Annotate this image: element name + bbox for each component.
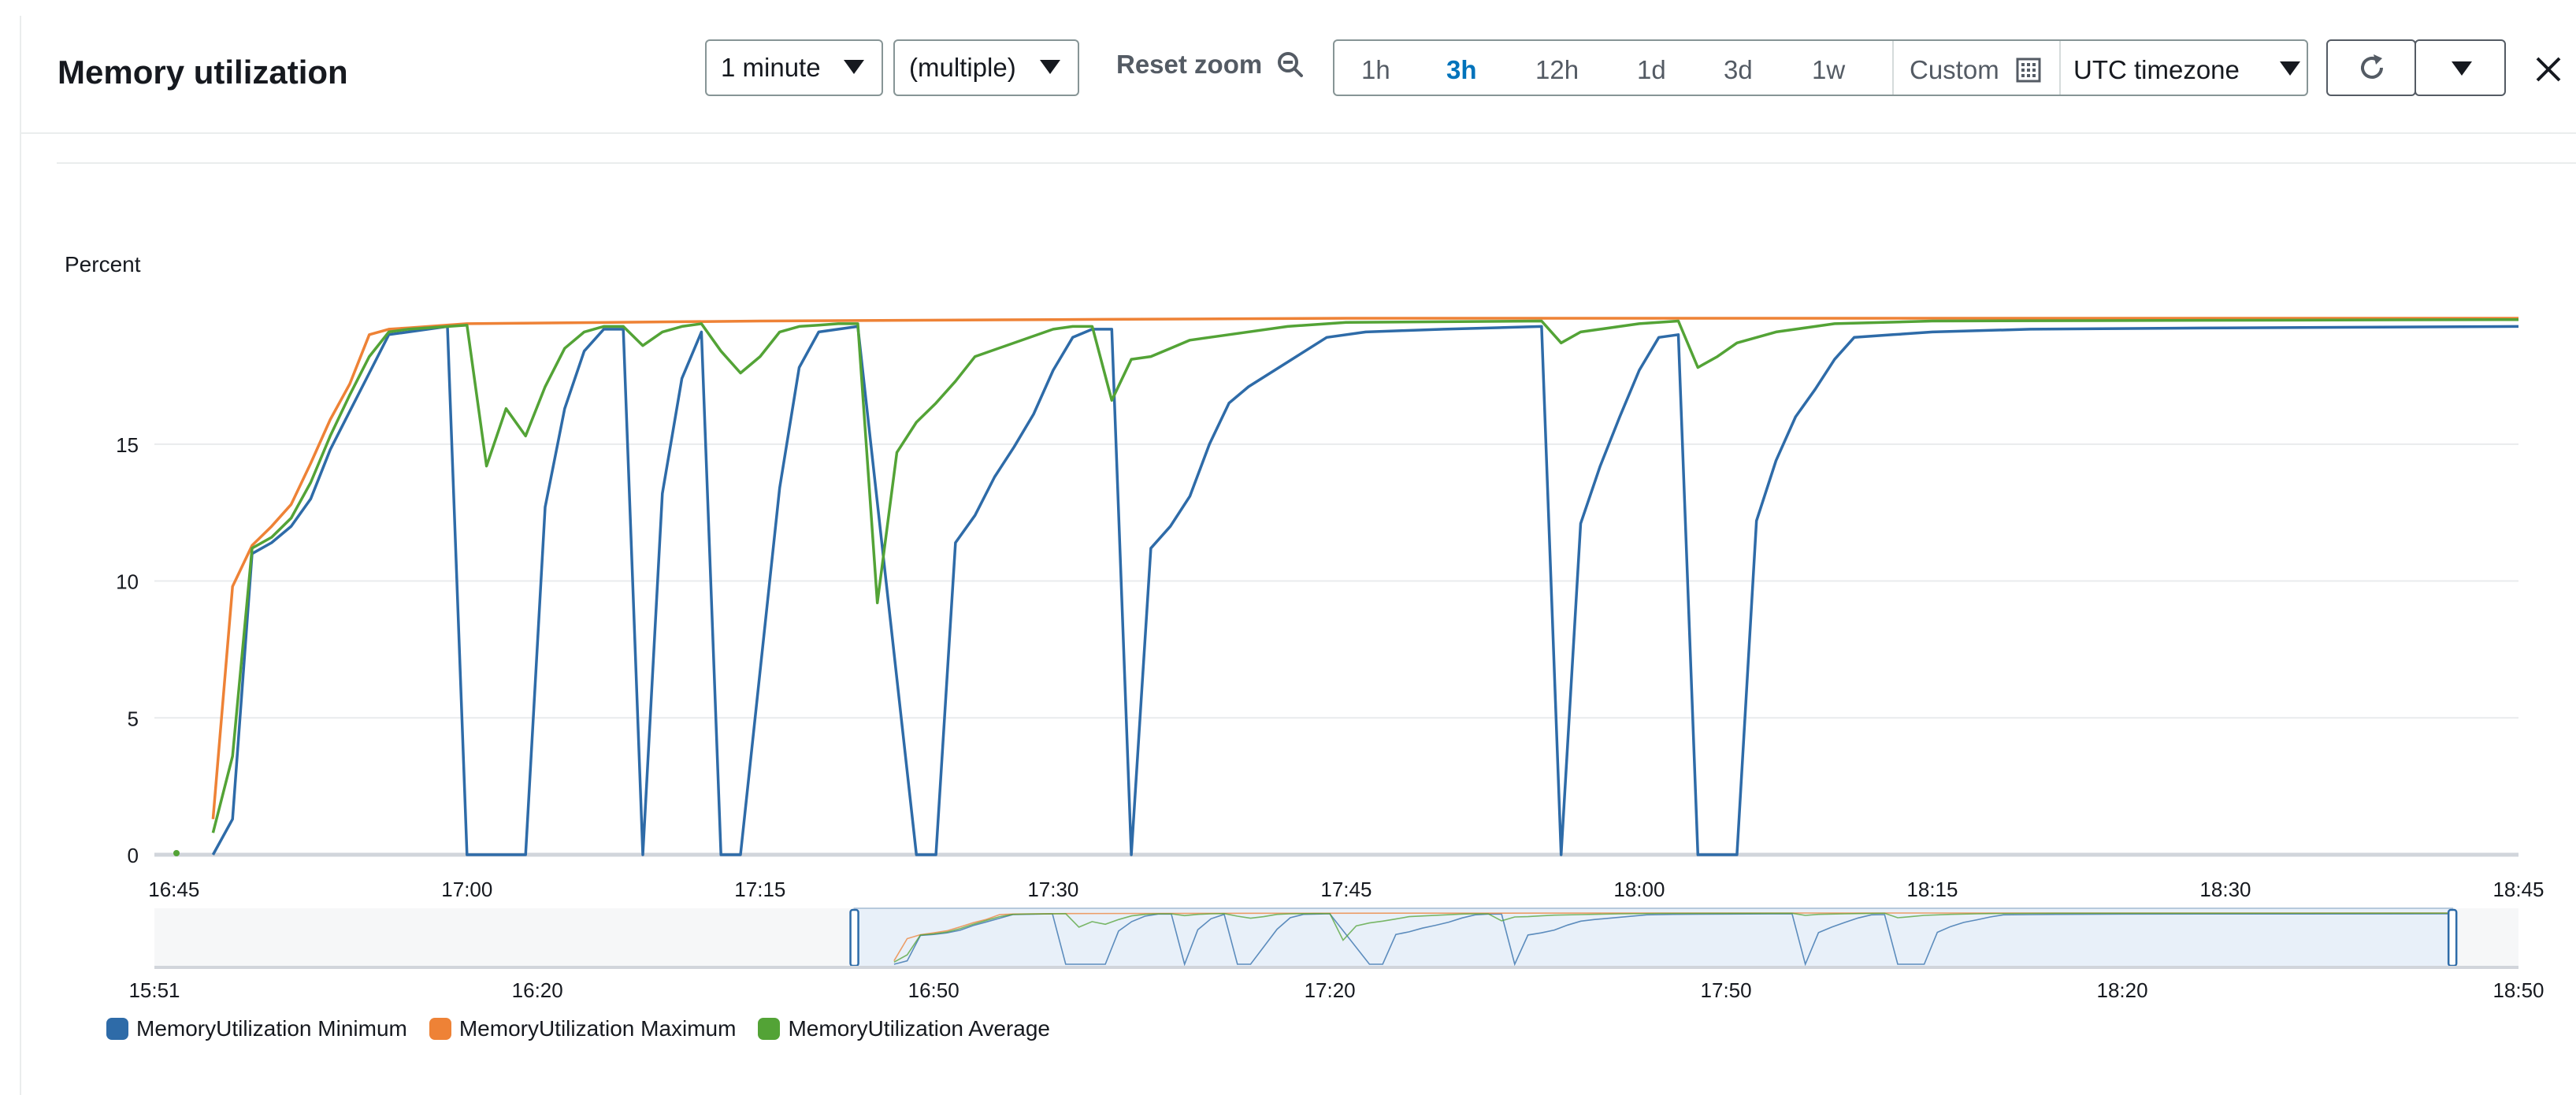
caret-down-icon — [2280, 61, 2300, 76]
legend-swatch-minimum — [106, 1018, 128, 1040]
chart-legend: MemoryUtilization Minimum MemoryUtilizat… — [106, 1016, 1072, 1041]
zoom-out-icon — [1278, 52, 1304, 77]
legend-label-minimum: MemoryUtilization Minimum — [136, 1016, 407, 1041]
legend-swatch-average — [758, 1018, 781, 1040]
legend-item-minimum[interactable]: MemoryUtilization Minimum — [106, 1016, 407, 1041]
legend-item-average[interactable]: MemoryUtilization Average — [758, 1016, 1050, 1041]
range-1d[interactable]: 1d — [1637, 55, 1666, 84]
widget-title: Memory utilization — [58, 54, 348, 91]
legend-item-maximum[interactable]: MemoryUtilization Maximum — [429, 1016, 737, 1041]
legend-label-average: MemoryUtilization Average — [788, 1016, 1050, 1041]
calendar-icon — [2016, 58, 2041, 83]
time-range-group: 1h 3h 12h 1d 3d 1w Custom UTC — [1333, 39, 2308, 96]
widget-toolbar: Memory utilization 1 minute (multiple) R… — [21, 16, 2576, 134]
timezone-value: UTC timezone — [2073, 55, 2240, 84]
refresh-icon — [2361, 54, 2383, 79]
range-divider — [1892, 41, 1894, 95]
statistic-select[interactable]: (multiple) — [893, 39, 1079, 96]
period-select[interactable]: 1 minute — [705, 39, 883, 96]
reset-zoom-button[interactable]: Reset zoom — [1116, 49, 1306, 80]
period-value: 1 minute — [721, 53, 821, 82]
caret-down-icon — [2452, 61, 2472, 76]
timezone-select[interactable]: UTC timezone — [2073, 55, 2240, 85]
range-3d[interactable]: 3d — [1724, 55, 1753, 84]
range-divider — [2059, 41, 2061, 95]
statistic-value: (multiple) — [909, 53, 1016, 82]
range-12h[interactable]: 12h — [1535, 55, 1579, 84]
refresh-button[interactable] — [2326, 39, 2416, 96]
widget-panel: Memory utilization 1 minute (multiple) R… — [20, 16, 2576, 1095]
section-divider — [57, 162, 2576, 164]
y-axis-label: Percent — [65, 252, 141, 277]
range-1h[interactable]: 1h — [1361, 55, 1390, 84]
caret-down-icon — [1040, 60, 1060, 74]
custom-range-button[interactable]: Custom — [1910, 55, 2041, 85]
range-3h[interactable]: 3h — [1446, 55, 1477, 84]
refresh-options-button[interactable] — [2415, 39, 2506, 96]
reset-zoom-label: Reset zoom — [1116, 50, 1263, 79]
range-1w[interactable]: 1w — [1812, 55, 1846, 84]
close-icon[interactable] — [2534, 55, 2563, 84]
legend-swatch-maximum — [429, 1018, 451, 1040]
caret-down-icon — [844, 60, 864, 74]
legend-label-maximum: MemoryUtilization Maximum — [458, 1016, 737, 1041]
custom-range-label: Custom — [1910, 55, 1999, 84]
